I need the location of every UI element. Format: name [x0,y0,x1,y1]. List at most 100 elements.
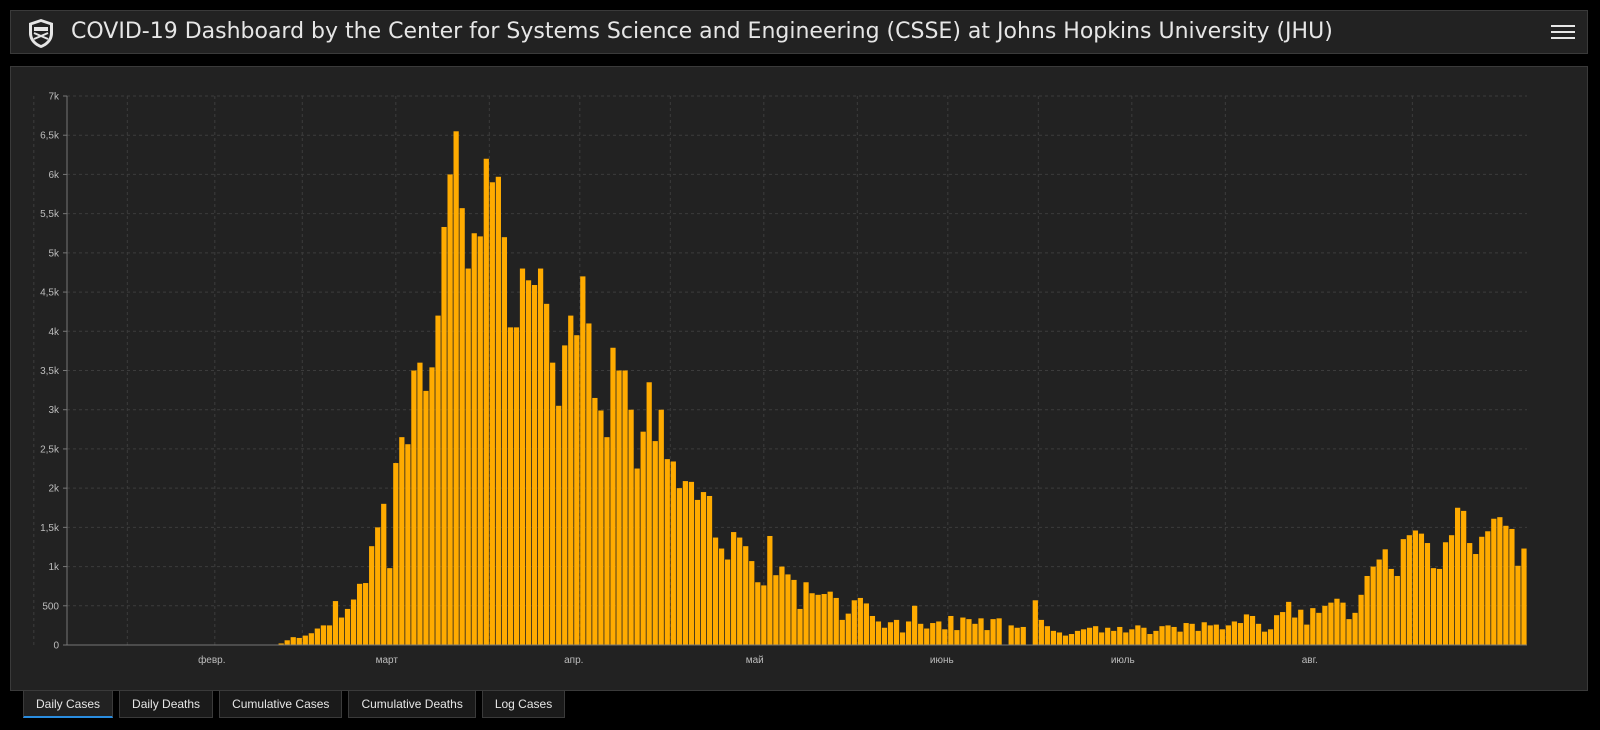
bar [417,362,423,645]
bar [1147,634,1153,645]
x-tick-label: апр. [564,655,583,666]
bar [338,617,345,645]
bar [1491,518,1497,645]
bar [875,621,882,645]
bar [580,276,586,645]
bar [586,323,592,645]
bar [423,390,429,645]
header-bar: COVID-19 Dashboard by the Center for Sys… [10,10,1588,54]
bar [308,633,314,645]
bar [779,566,785,645]
bar [447,174,453,645]
bar [954,630,960,645]
bar [1400,539,1406,645]
bar [1442,542,1449,645]
y-tick-label: 3k [48,405,60,416]
bar [1497,517,1503,645]
y-tick-label: 2,5k [40,444,60,455]
bar [1394,575,1400,645]
bar [562,345,568,645]
bar [1286,601,1292,645]
bar [525,280,532,645]
bar [507,327,514,645]
y-tick-label: 1k [48,562,60,573]
bar [296,637,302,645]
bar [1346,619,1352,645]
bar [477,236,483,645]
bar [1219,629,1225,645]
bar [1316,612,1322,645]
bar [1424,543,1431,645]
bar [393,463,399,645]
tab-daily-deaths[interactable]: Daily Deaths [119,691,214,718]
bar [845,613,851,645]
tab-log-cases[interactable]: Log Cases [481,691,566,718]
bar [1412,530,1419,645]
bar [712,537,719,645]
bar [1237,623,1244,645]
bar [1080,629,1087,645]
y-tick-label: 6k [48,170,60,181]
bar [930,623,936,645]
bar [326,625,333,645]
bar [369,546,375,645]
bar [1448,535,1455,645]
bar [912,605,918,645]
y-tick-label: 4,5k [40,288,60,299]
bar [604,437,610,645]
bar [411,370,417,645]
bar [1207,625,1213,645]
bar [851,600,857,645]
bar [537,268,544,645]
bar [531,285,538,645]
bar [1298,609,1304,645]
bar [1231,621,1238,645]
bar [1473,554,1479,645]
tab-cumulative-deaths[interactable]: Cumulative Deaths [348,691,476,718]
bar [646,382,652,645]
bar [737,537,743,645]
bar [1364,575,1370,645]
hamburger-menu-icon[interactable] [1551,21,1575,45]
bar [718,548,725,645]
bar [658,409,664,645]
bar [320,625,327,645]
bar [725,559,731,645]
tab-daily-cases[interactable]: Daily Cases [23,691,114,718]
bar [803,582,809,645]
bar [610,347,616,645]
bar [399,437,405,645]
bar [887,622,894,645]
bar [1352,612,1358,645]
bar [363,583,369,645]
x-tick-label: март [376,655,399,666]
bar [381,503,387,645]
bar [731,532,737,645]
bar [1201,622,1207,645]
bar [1274,615,1280,645]
bar [429,367,435,645]
bar [743,546,749,645]
bar [1467,543,1473,645]
bar [688,481,695,645]
bar [1249,615,1256,645]
bar [869,615,876,645]
bar [1436,568,1443,645]
bar [990,619,996,645]
bar [1177,631,1183,645]
bar [1515,565,1521,645]
bar [664,459,670,645]
bar [936,621,942,645]
bar [881,627,888,645]
bar [984,630,990,645]
bar [918,623,924,645]
bar [706,495,713,645]
bar [676,488,682,645]
y-tick-label: 5k [48,248,60,259]
bar [1183,623,1189,645]
bar [483,158,489,645]
bar [1093,626,1099,645]
bar [694,499,701,645]
bar [356,583,363,645]
tab-cumulative-cases[interactable]: Cumulative Cases [219,691,343,718]
